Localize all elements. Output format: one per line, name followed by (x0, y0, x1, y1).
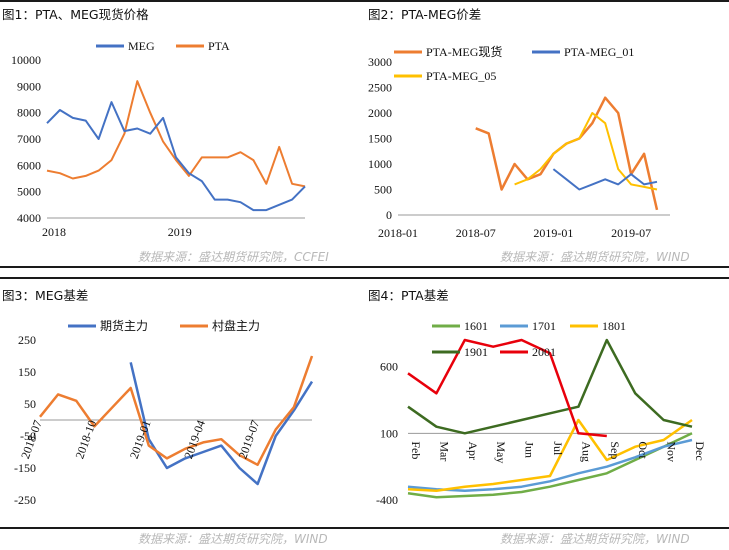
c4-series-1901 (407, 338, 693, 435)
c1-ytick-label: 4000 (17, 211, 41, 225)
c4-xtick-label: Dec (693, 441, 707, 460)
c3-xtick-label: 2018-10 (72, 418, 99, 460)
c2-series-spot (475, 96, 659, 211)
source-note-1: 数据来源：盛达期货研究院，CCFEI (138, 250, 329, 264)
c4-ytick-label: 100 (380, 426, 398, 440)
c3-ytick-label: -50 (20, 429, 36, 443)
c4-legend-1601-label: 1601 (464, 319, 488, 333)
c4-xtick-label: Nov (665, 441, 679, 462)
panel-title-3: 图3：MEG基差 (2, 288, 89, 303)
source-note-2: 数据来源：盛达期货研究院，WIND (500, 250, 690, 264)
c2-ytick-label: 1000 (368, 157, 392, 171)
c4-xtick-label: Aug (579, 441, 593, 462)
c4-legend-2001-label: 2001 (532, 345, 556, 359)
c1-xtick-label: 2019 (168, 225, 192, 239)
c3-series-futures (129, 362, 314, 486)
c2-ytick-label: 2500 (368, 81, 392, 95)
c3-ytick-label: 250 (18, 333, 36, 347)
c3-xtick-label: 2019-04 (181, 418, 208, 460)
c2-legend-spot-label: PTA-MEG现货 (426, 44, 502, 59)
c1-ytick-label: 9000 (17, 79, 41, 93)
c4-series-1701 (407, 438, 693, 492)
c4-series-1801 (407, 418, 693, 492)
c3-xtick-label: 2019-07 (236, 418, 263, 460)
c2-ytick-label: 0 (386, 208, 392, 222)
c2-xtick-label: 2019-01 (533, 226, 573, 240)
c4-xtick-label: Jul (551, 441, 565, 456)
c3-ytick-label: -250 (14, 493, 36, 507)
c2-xtick-label: 2019-07 (611, 226, 651, 240)
c4-xtick-label: Feb (409, 441, 423, 459)
c4-ytick-label: 600 (380, 360, 398, 374)
middle-border-top (0, 266, 729, 268)
middle-border-bottom (0, 277, 729, 279)
c4-xtick-label: Mar (437, 441, 451, 461)
c3-ytick-label: -150 (14, 461, 36, 475)
c4-ytick-label: -400 (376, 493, 398, 507)
source-note-4: 数据来源：盛达期货研究院，WIND (500, 532, 690, 546)
c1-ytick-label: 7000 (17, 132, 41, 146)
c4-xtick-label: Jun (523, 441, 537, 458)
c4-series-2001 (407, 338, 607, 438)
c1-ytick-label: 10000 (11, 53, 41, 67)
c4-series-1601 (407, 432, 693, 499)
c4-legend-1801-label: 1801 (602, 319, 626, 333)
c4-legend-1701-label: 1701 (532, 319, 556, 333)
c2-xtick-label: 2018-07 (456, 226, 496, 240)
c4-legend-1901-label: 1901 (464, 345, 488, 359)
c4-xtick-label: May (494, 441, 508, 463)
c3-legend-village-label: 村盘主力 (212, 318, 260, 333)
c2-legend-01-label: PTA-MEG_01 (564, 45, 634, 59)
top-border (0, 0, 729, 2)
bottom-border (0, 527, 729, 529)
c1-series-pta (46, 80, 306, 188)
c2-series-05 (514, 112, 658, 191)
c3-series-village (39, 355, 314, 467)
c2-ytick-label: 3000 (368, 55, 392, 69)
c2-ytick-label: 2000 (368, 106, 392, 120)
panel-title-2: 图2：PTA-MEG价差 (368, 7, 482, 22)
c4-xtick-label: Oct (636, 441, 650, 459)
c1-series-meg (46, 101, 306, 212)
c1-ytick-label: 5000 (17, 185, 41, 199)
source-note-3: 数据来源：盛达期货研究院，WIND (138, 532, 328, 546)
panel-title-4: 图4：PTA基差 (368, 288, 449, 303)
c2-xtick-label: 2018-01 (378, 226, 418, 240)
c3-ytick-label: 150 (18, 365, 36, 379)
c4-xtick-label: Apr (466, 441, 480, 460)
panel-title-1: 图1：PTA、MEG现货价格 (2, 7, 149, 22)
c2-ytick-label: 500 (374, 183, 392, 197)
c1-legend-pta-label: PTA (208, 39, 230, 53)
c2-series-01 (552, 168, 658, 191)
c4-xtick-label: Sep (608, 441, 622, 459)
c3-ytick-label: 50 (24, 397, 36, 411)
c3-legend-futures-label: 期货主力 (100, 318, 148, 333)
c1-ytick-label: 8000 (17, 106, 41, 120)
c2-ytick-label: 1500 (368, 132, 392, 146)
c1-ytick-label: 6000 (17, 158, 41, 172)
c1-xtick-label: 2018 (42, 225, 66, 239)
c2-legend-05-label: PTA-MEG_05 (426, 69, 496, 83)
c1-legend-meg-label: MEG (128, 39, 155, 53)
